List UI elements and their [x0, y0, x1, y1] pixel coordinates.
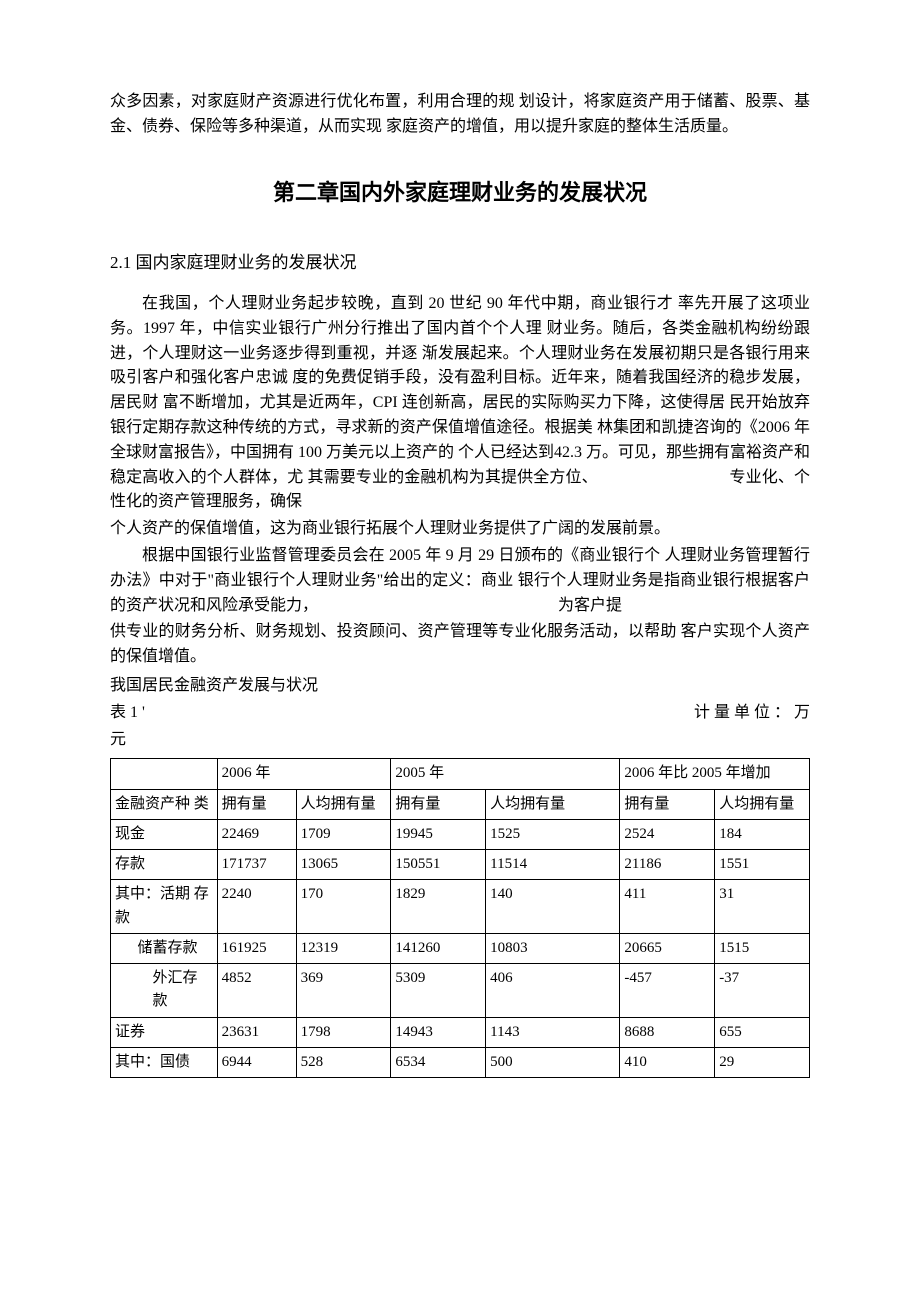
table-row: 其中：国债6944528653450041029: [111, 1047, 810, 1077]
row-cell: 170: [296, 880, 391, 934]
table-row: 储蓄存款1619251231914126010803206651515: [111, 933, 810, 963]
paragraph-1-c: 个人资产的保值增值，这为商业银行拓展个人理财业务提供了广阔的发展前景。: [110, 517, 810, 542]
sub-5: 拥有量: [620, 789, 715, 819]
row-cell: 8688: [620, 1017, 715, 1047]
row-label: 外汇存 款: [111, 964, 218, 1018]
paragraph-2-gap: [322, 597, 554, 614]
sub-3: 拥有量: [391, 789, 486, 819]
row-cell: 171737: [217, 850, 296, 880]
table-label-left: 表 1 ': [110, 701, 145, 726]
asset-table: 2006 年 2005 年 2006 年比 2005 年增加 金融资产种 类 拥…: [110, 758, 810, 1078]
row-cell: 22469: [217, 819, 296, 849]
row-cell: 411: [620, 880, 715, 934]
row-cell: 31: [715, 880, 810, 934]
row-cell: 11514: [486, 850, 620, 880]
row-cell: 528: [296, 1047, 391, 1077]
row-label: 储蓄存款: [111, 933, 218, 963]
paragraph-2: 根据中国银行业监督管理委员会在 2005 年 9 月 29 日颁布的《商业银行个…: [110, 544, 810, 618]
hdr-2005: 2005 年: [391, 759, 620, 789]
paragraph-1-gap: [602, 469, 726, 486]
table-row: 外汇存 款48523695309406-457-37: [111, 964, 810, 1018]
row-label: 证券: [111, 1017, 218, 1047]
row-cell: 13065: [296, 850, 391, 880]
row-cell: 141260: [391, 933, 486, 963]
table-meta-title: 我国居民金融资产发展与状况: [110, 674, 810, 699]
row-cell: 6944: [217, 1047, 296, 1077]
row-cell: 369: [296, 964, 391, 1018]
sub-0: 金融资产种 类: [111, 789, 218, 819]
row-cell: -457: [620, 964, 715, 1018]
section-2-1-title: 2.1 国内家庭理财业务的发展状况: [110, 250, 810, 276]
paragraph-2-b: 为客户提: [558, 597, 622, 614]
hdr-2006: 2006 年: [217, 759, 391, 789]
row-cell: 1709: [296, 819, 391, 849]
hdr-delta: 2006 年比 2005 年增加: [620, 759, 810, 789]
row-cell: 1143: [486, 1017, 620, 1047]
row-cell: 150551: [391, 850, 486, 880]
row-cell: 140: [486, 880, 620, 934]
row-label: 其中：国债: [111, 1047, 218, 1077]
sub-4: 人均拥有量: [486, 789, 620, 819]
row-cell: 6534: [391, 1047, 486, 1077]
row-cell: 655: [715, 1017, 810, 1047]
row-cell: 2240: [217, 880, 296, 934]
row-cell: 184: [715, 819, 810, 849]
row-cell: 10803: [486, 933, 620, 963]
table-row: 证券2363117981494311438688655: [111, 1017, 810, 1047]
row-cell: 23631: [217, 1017, 296, 1047]
row-cell: 21186: [620, 850, 715, 880]
row-cell: 500: [486, 1047, 620, 1077]
row-cell: 5309: [391, 964, 486, 1018]
row-cell: 4852: [217, 964, 296, 1018]
sub-1: 拥有量: [217, 789, 296, 819]
table-label-right: 计 量 单 位 ： 万: [694, 701, 810, 726]
row-cell: 19945: [391, 819, 486, 849]
row-cell: 12319: [296, 933, 391, 963]
row-cell: -37: [715, 964, 810, 1018]
intro-paragraph: 众多因素，对家庭财产资源进行优化布置，利用合理的规 划设计，将家庭资产用于储蓄、…: [110, 90, 810, 140]
paragraph-1-a: 在我国，个人理财业务起步较晚，直到 20 世纪 90 年代中期，商业银行才 率先…: [110, 295, 810, 486]
row-cell: 2524: [620, 819, 715, 849]
table-unit-tail: 元: [110, 728, 810, 753]
table-label-row: 表 1 ' 计 量 单 位 ： 万: [110, 701, 810, 726]
row-cell: 29: [715, 1047, 810, 1077]
row-cell: 1829: [391, 880, 486, 934]
row-label: 现金: [111, 819, 218, 849]
sub-2: 人均拥有量: [296, 789, 391, 819]
row-cell: 406: [486, 964, 620, 1018]
sub-6: 人均拥有量: [715, 789, 810, 819]
table-header-group-row: 2006 年 2005 年 2006 年比 2005 年增加: [111, 759, 810, 789]
row-cell: 1551: [715, 850, 810, 880]
row-cell: 410: [620, 1047, 715, 1077]
paragraph-1: 在我国，个人理财业务起步较晚，直到 20 世纪 90 年代中期，商业银行才 率先…: [110, 292, 810, 515]
hdr-blank: [111, 759, 218, 789]
table-subheader-row: 金融资产种 类 拥有量 人均拥有量 拥有量 人均拥有量 拥有量 人均拥有量: [111, 789, 810, 819]
row-cell: 1525: [486, 819, 620, 849]
table-row: 现金2246917091994515252524184: [111, 819, 810, 849]
row-label: 其中：活期 存款: [111, 880, 218, 934]
row-cell: 14943: [391, 1017, 486, 1047]
table-body: 现金2246917091994515252524184存款17173713065…: [111, 819, 810, 1077]
chapter-title: 第二章国内外家庭理财业务的发展状况: [110, 176, 810, 210]
row-label: 存款: [111, 850, 218, 880]
row-cell: 20665: [620, 933, 715, 963]
row-cell: 1798: [296, 1017, 391, 1047]
row-cell: 161925: [217, 933, 296, 963]
table-row: 存款1717371306515055111514211861551: [111, 850, 810, 880]
paragraph-2-c: 供专业的财务分析、财务规划、投资顾问、资产管理等专业化服务活动，以帮助 客户实现…: [110, 620, 810, 670]
table-row: 其中：活期 存款2240170182914041131: [111, 880, 810, 934]
row-cell: 1515: [715, 933, 810, 963]
